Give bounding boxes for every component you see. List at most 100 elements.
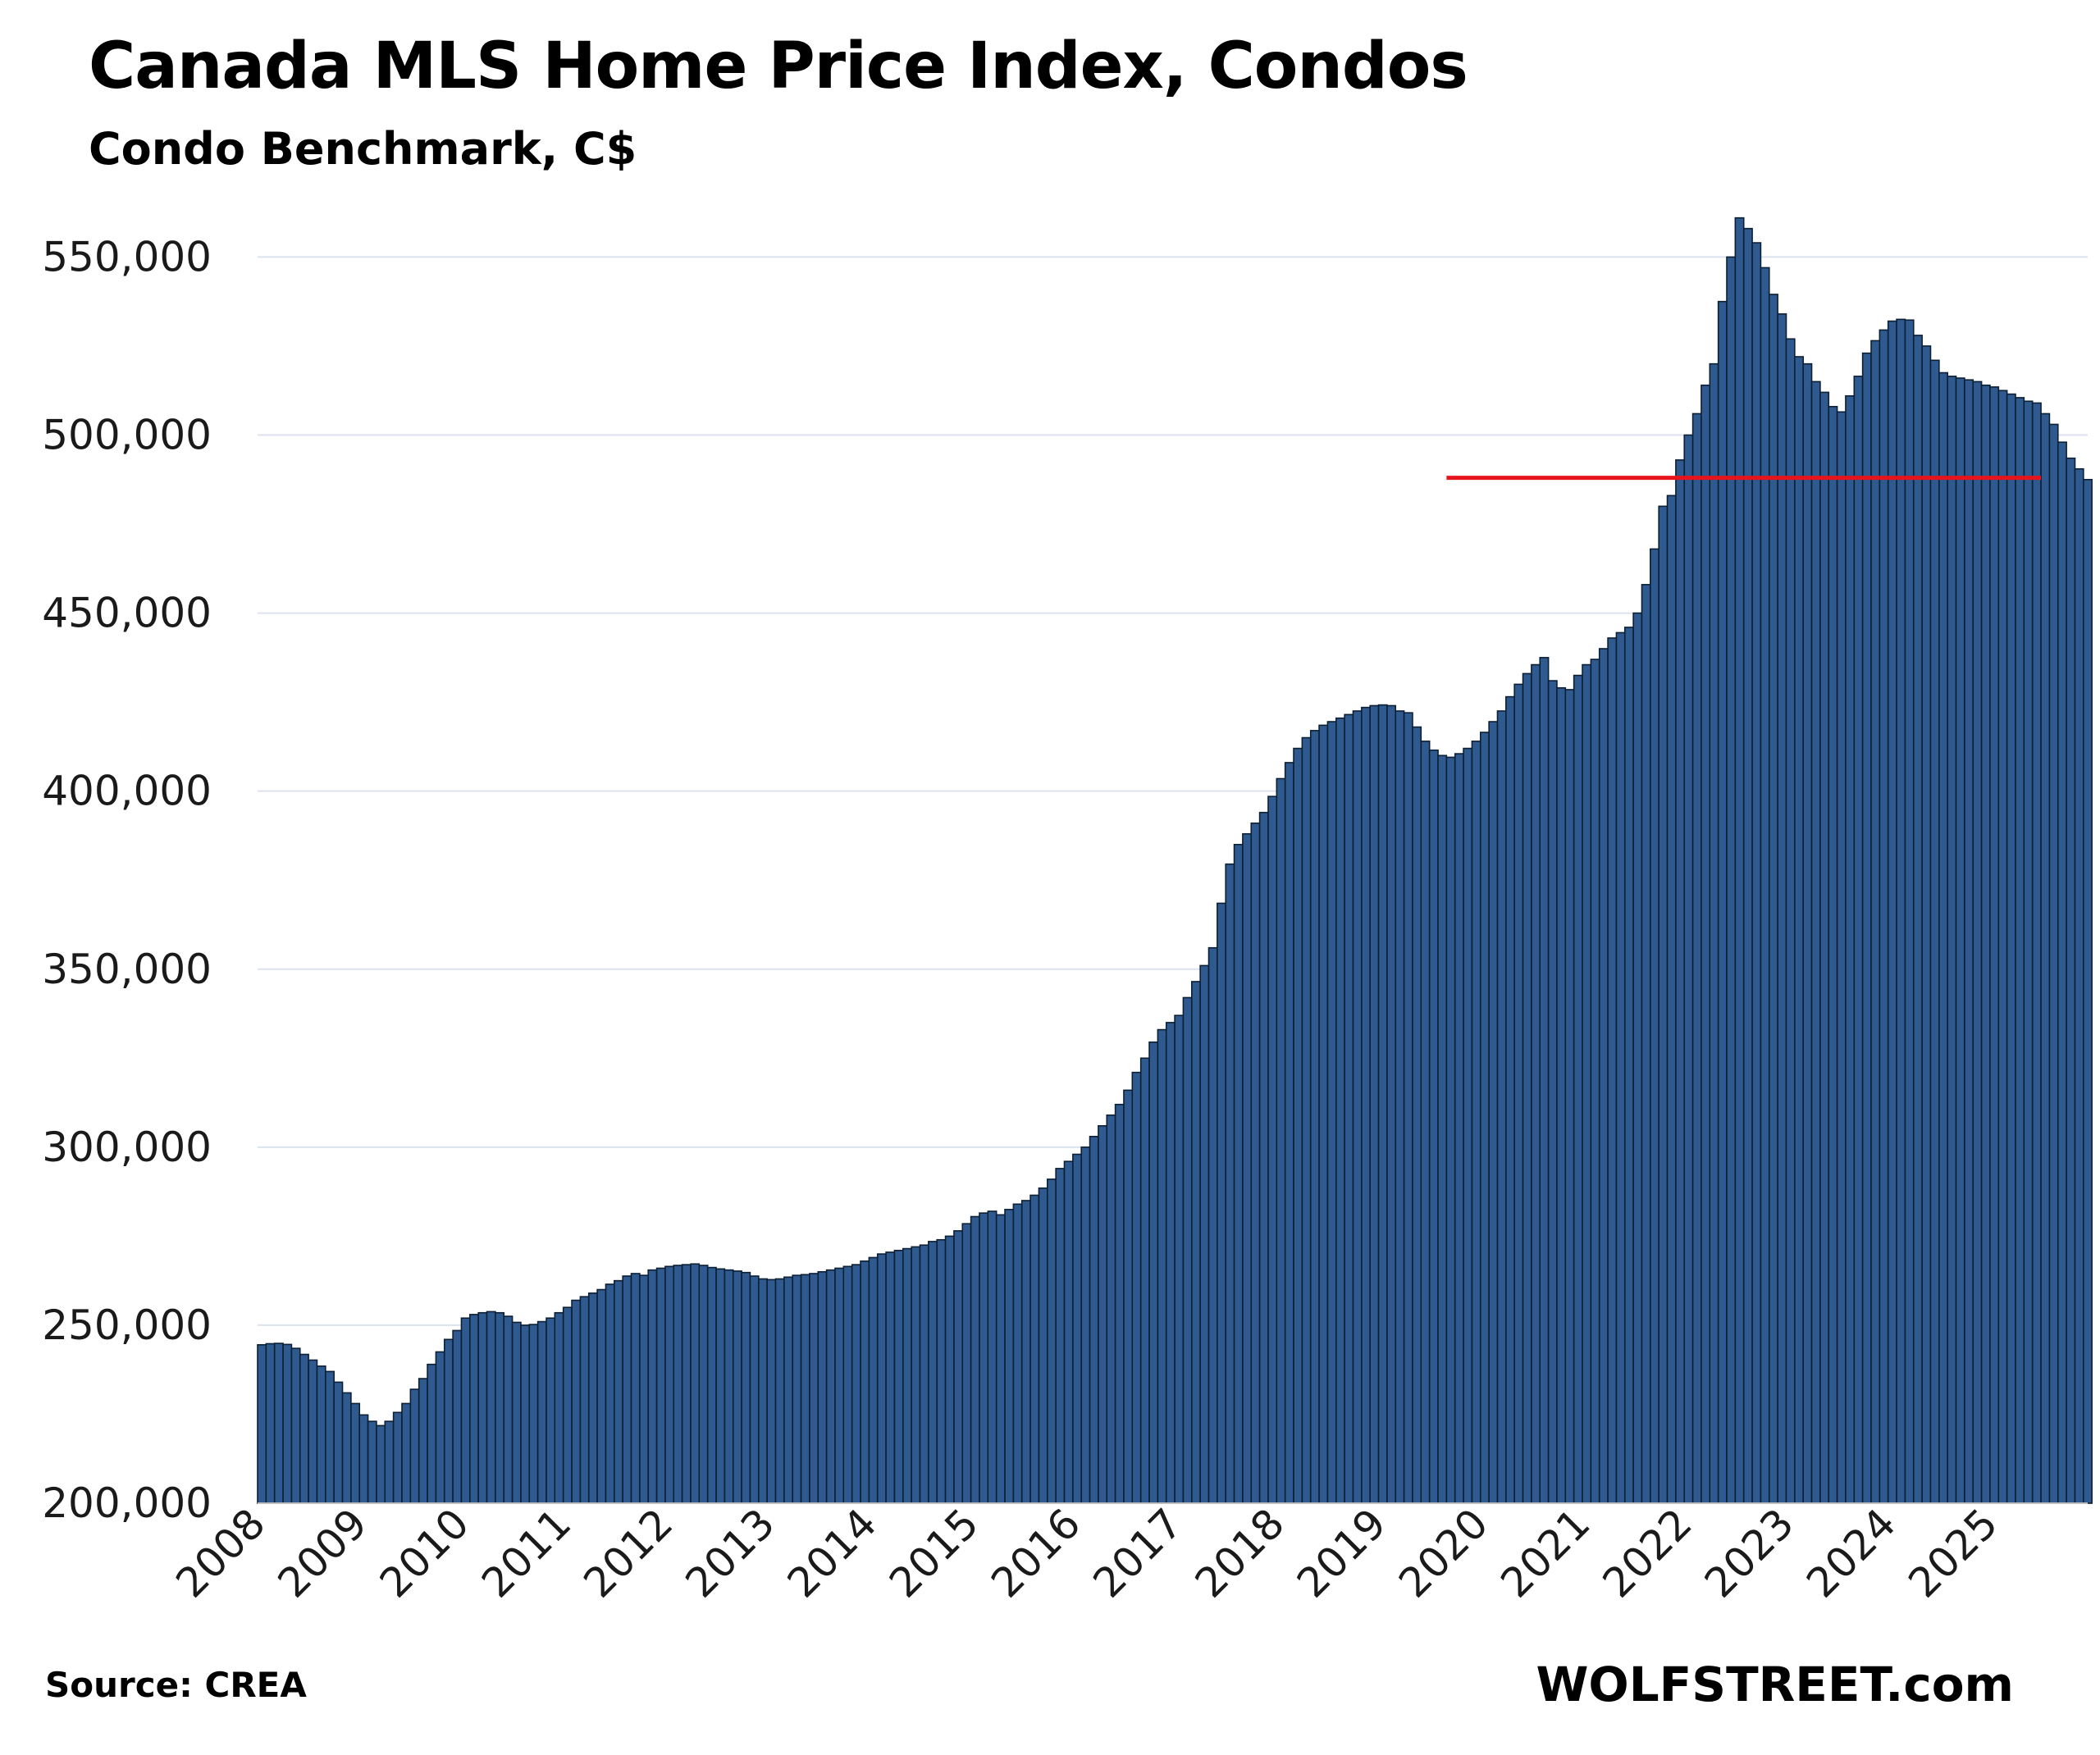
bar: [1650, 548, 1659, 1504]
bar: [1734, 217, 1745, 1504]
y-tick-label: 200,000: [42, 1479, 212, 1527]
bar: [1751, 242, 1762, 1504]
bar: [928, 1241, 938, 1504]
bar: [715, 1268, 726, 1504]
x-tick-label: 2011: [472, 1499, 580, 1607]
bar: [477, 1311, 488, 1504]
source-note: Source: CREA: [45, 1665, 307, 1705]
bar: [1063, 1160, 1074, 1504]
bar: [1089, 1136, 1099, 1504]
x-tick-label: 2021: [1492, 1499, 1600, 1607]
bar: [834, 1267, 845, 1504]
bar: [1293, 747, 1303, 1504]
bar: [1641, 584, 1651, 1504]
x-tick-label: 2020: [1390, 1499, 1497, 1607]
bar: [1420, 741, 1431, 1504]
x-tick-label: 2013: [677, 1499, 784, 1607]
bar: [1794, 356, 1804, 1504]
bar: [536, 1320, 547, 1504]
bar: [1947, 376, 1957, 1504]
bar-series: [257, 217, 2093, 1504]
bar: [401, 1402, 412, 1504]
bar: [1020, 1200, 1031, 1504]
bar: [596, 1288, 607, 1504]
bar: [1131, 1071, 1142, 1504]
bar: [1513, 683, 1524, 1504]
x-tick-label: 2012: [574, 1499, 682, 1607]
bar: [546, 1317, 556, 1504]
bar: [1912, 335, 1923, 1504]
bar: [2083, 478, 2093, 1504]
bar: [732, 1270, 742, 1504]
y-axis: 200,000 250,000 300,000 350,000 400,000 450,0…: [42, 233, 212, 1527]
bar: [528, 1324, 539, 1504]
bar: [1471, 741, 1481, 1504]
bar: [2015, 397, 2025, 1504]
bar: [1352, 710, 1363, 1504]
bar: [257, 1344, 267, 1504]
bar: [1547, 680, 1558, 1504]
bar: [2048, 423, 2059, 1504]
bar: [860, 1260, 870, 1504]
bar: [1326, 721, 1337, 1504]
bar: [376, 1425, 386, 1504]
bar: [1623, 627, 1634, 1504]
bar: [724, 1269, 734, 1504]
y-tick-label: 300,000: [42, 1124, 212, 1171]
bar: [809, 1273, 819, 1504]
bar: [554, 1311, 564, 1504]
bar: [1496, 710, 1507, 1504]
bar: [1607, 637, 1618, 1504]
bar: [961, 1223, 972, 1504]
bar: [1047, 1178, 1057, 1504]
bar: [1412, 726, 1422, 1504]
bar: [783, 1276, 794, 1504]
bar: [1217, 902, 1226, 1504]
x-tick-label: 2017: [1084, 1499, 1192, 1607]
bar: [885, 1251, 896, 1504]
bar: [1199, 964, 1210, 1504]
bar: [1225, 863, 1235, 1504]
bar: [1709, 362, 1719, 1504]
bar: [341, 1392, 352, 1504]
x-tick-label: 2019: [1288, 1499, 1395, 1607]
bar: [503, 1315, 514, 1504]
bar: [605, 1283, 615, 1504]
bar: [1904, 319, 1915, 1504]
bar: [1139, 1057, 1150, 1504]
bar: [1148, 1041, 1159, 1504]
bar: [1615, 631, 1626, 1504]
bar: [1369, 704, 1380, 1504]
bar: [1479, 732, 1490, 1504]
bar: [979, 1212, 989, 1504]
bar: [1318, 724, 1329, 1504]
bar: [639, 1274, 650, 1504]
bar: [495, 1311, 505, 1504]
bar: [1080, 1146, 1091, 1504]
bar: [1921, 345, 1932, 1504]
bar: [944, 1235, 955, 1504]
bar: [842, 1265, 853, 1504]
bar: [358, 1414, 369, 1504]
bar: [1276, 777, 1286, 1504]
bar: [1428, 749, 1439, 1504]
x-tick-label: 2010: [371, 1499, 478, 1607]
bar: [655, 1267, 666, 1504]
y-tick-label: 550,000: [42, 233, 212, 280]
bar: [1531, 663, 1541, 1504]
bar: [1403, 712, 1413, 1504]
bar: [902, 1247, 912, 1504]
bar: [486, 1311, 496, 1504]
y-tick-label: 350,000: [42, 946, 212, 993]
bar: [1301, 736, 1312, 1504]
bar: [1742, 227, 1753, 1504]
bar: [936, 1238, 947, 1504]
bar: [1250, 822, 1261, 1504]
bar: [1258, 811, 1269, 1504]
bar: [1335, 717, 1345, 1504]
bar: [792, 1274, 802, 1504]
chart-subtitle: Condo Benchmark, C$: [89, 123, 637, 175]
bar: [1938, 372, 1948, 1504]
bar: [1666, 495, 1677, 1504]
